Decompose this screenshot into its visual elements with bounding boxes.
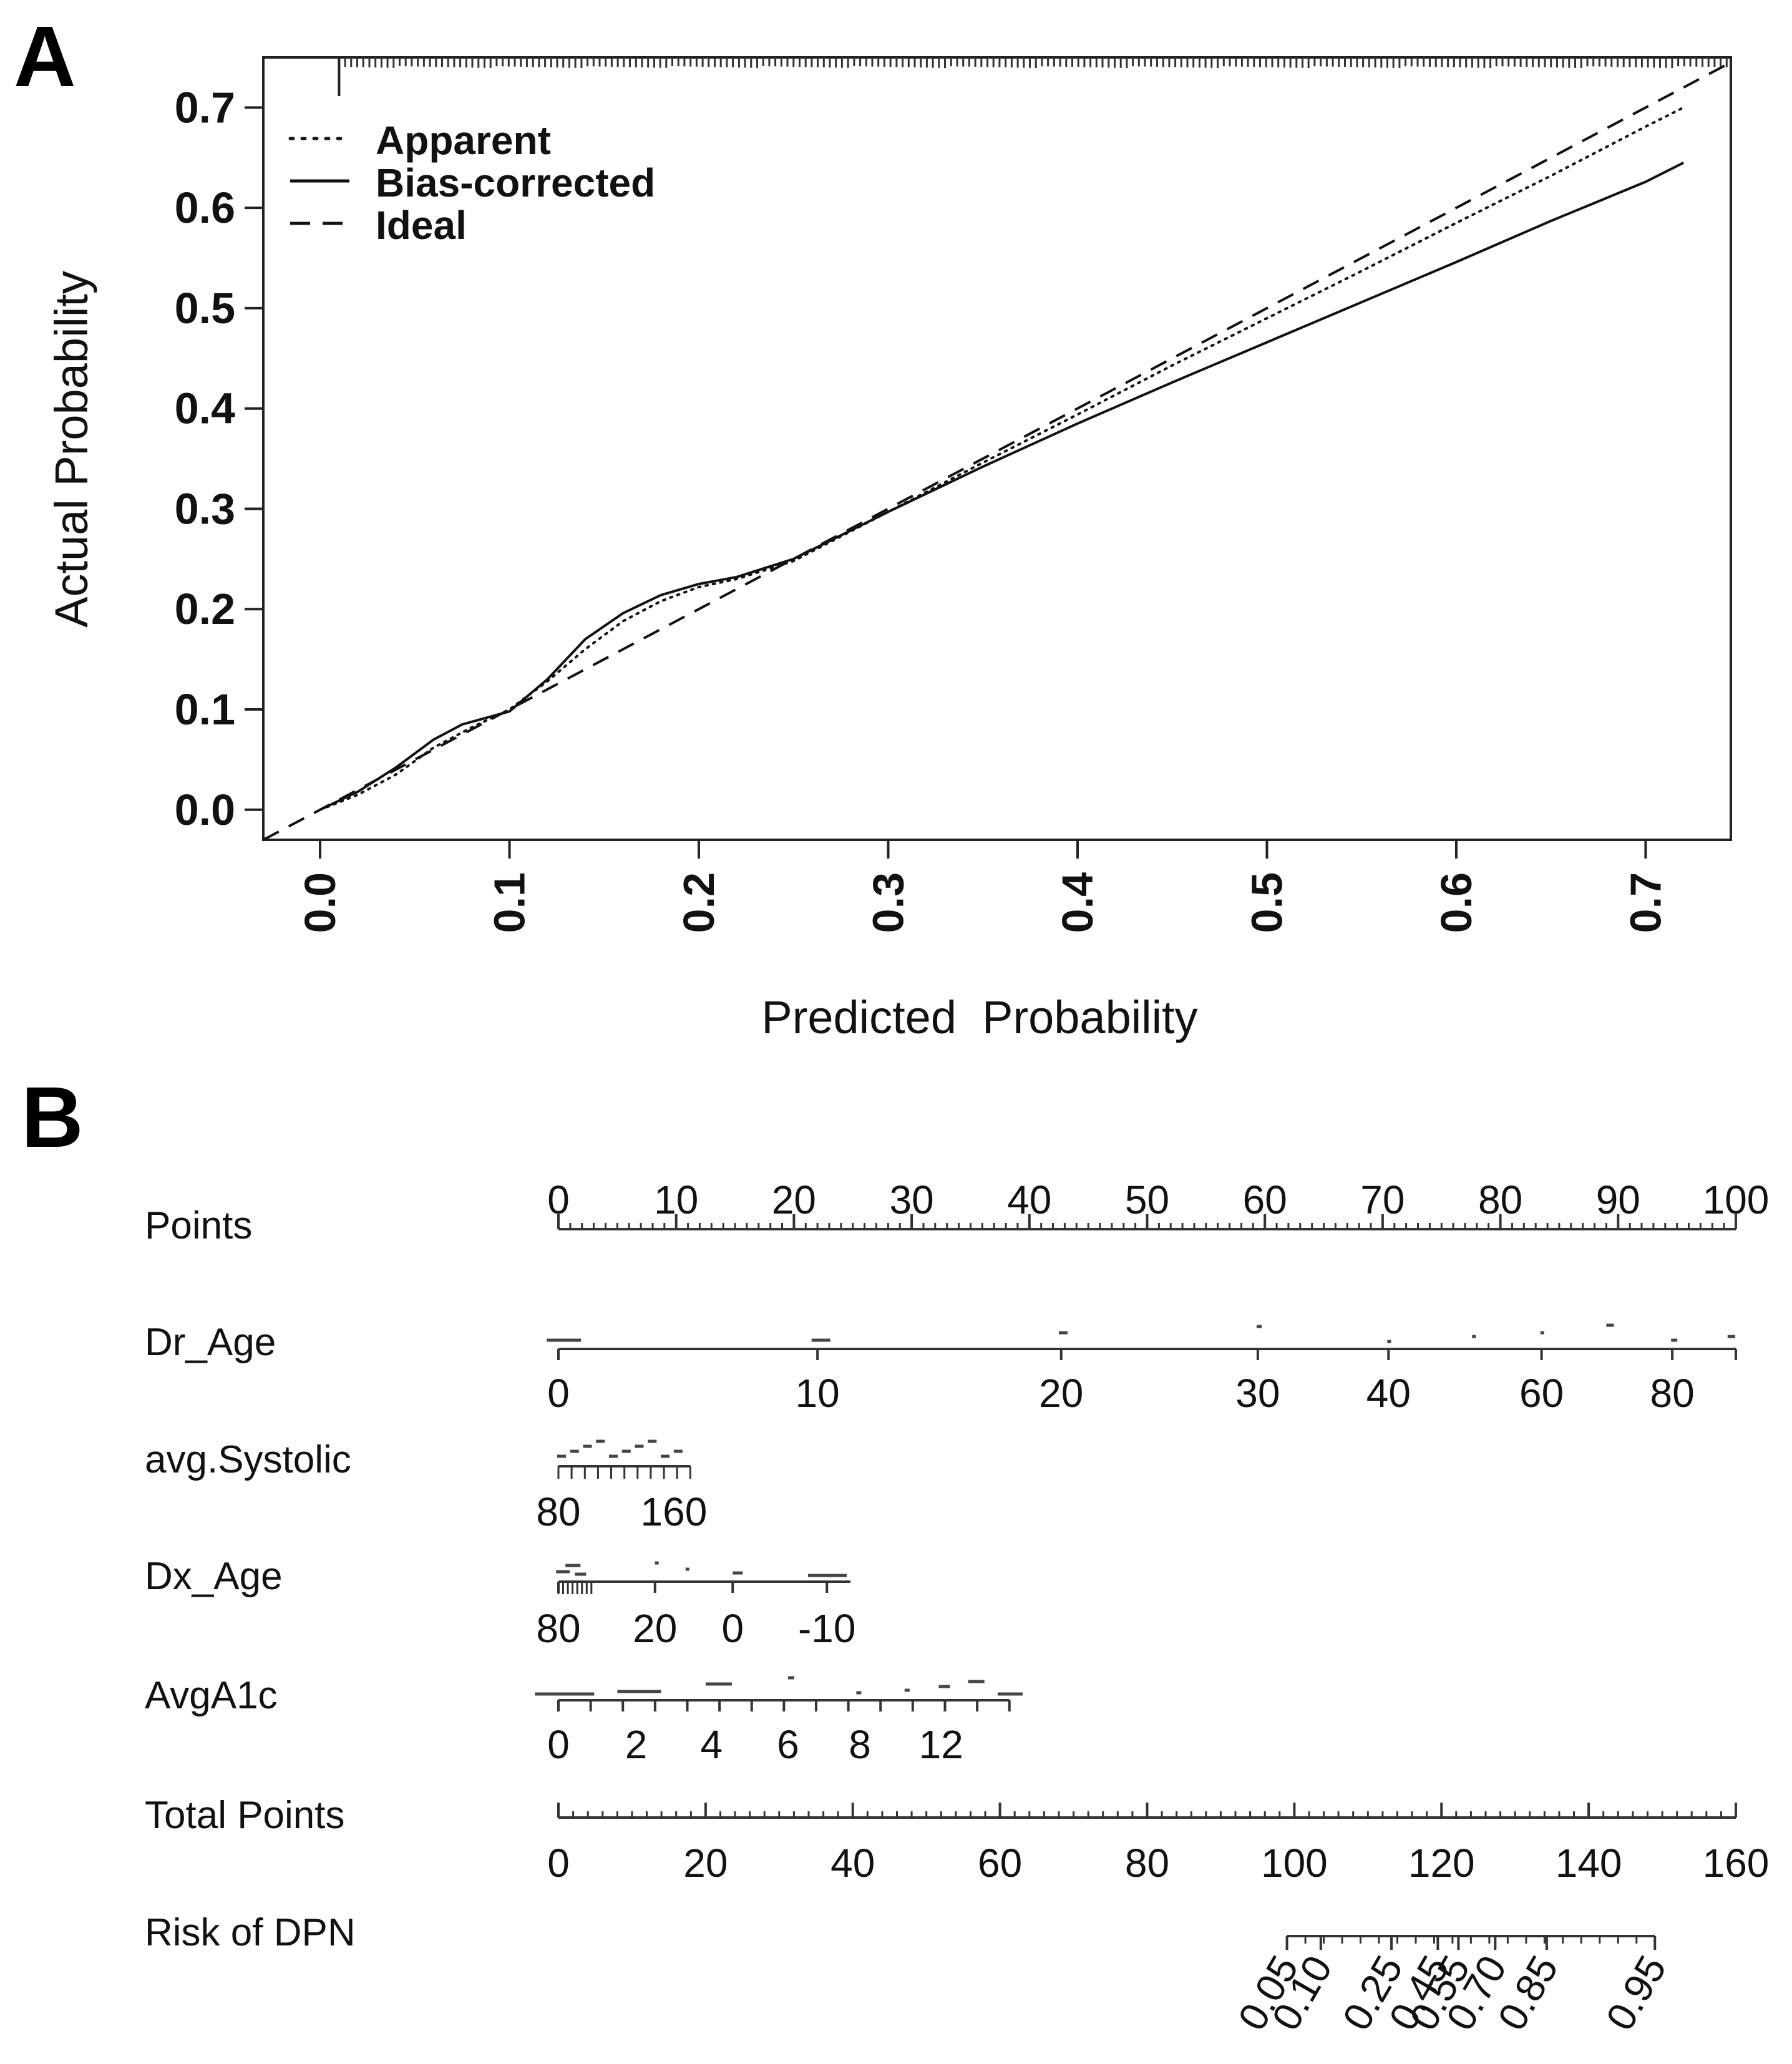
nomogram-tick-label: 30: [1235, 1371, 1280, 1416]
nomogram-tick-label: 80: [1125, 1841, 1169, 1886]
minor-ticks: [557, 1582, 593, 1594]
x-tick-label: 0.1: [485, 872, 534, 933]
risk-minor-ticks: [1286, 1936, 1656, 1944]
nomogram-row-label-total-points: Total Points: [145, 1794, 345, 1837]
legend-label-bias-corrected: Bias-corrected: [376, 160, 655, 205]
y-tick-label: 0.6: [175, 183, 235, 232]
nomogram-tick-label: 70: [1360, 1177, 1405, 1222]
nomogram-row-label-points: Points: [145, 1204, 252, 1247]
nomogram-row-label-avg-systolic: avg.Systolic: [145, 1438, 351, 1481]
nomogram-tick-label: 60: [978, 1841, 1022, 1886]
distribution-marks: [547, 1323, 1735, 1343]
plot-frame: [262, 56, 1732, 841]
distribution-marks: [556, 1561, 847, 1577]
nomogram-tick-label: 60: [1519, 1371, 1564, 1416]
nomogram-tick-label: 100: [1703, 1177, 1770, 1222]
nomogram-tick-label: 20: [683, 1841, 728, 1886]
calibration-lines: [263, 61, 1731, 841]
nomogram-tick-label: 10: [654, 1177, 698, 1222]
calibration-plot: 0.0 0.1 0.2 0.3 0.4 0.5 0.6 0.7 0.0 0.1 0.2 0.3 0.4…: [46, 56, 1732, 1043]
nomogram-tick-label: 60: [1243, 1177, 1287, 1222]
nomogram-tick-label: 40: [1007, 1177, 1051, 1222]
legend-label-ideal: Ideal: [376, 203, 467, 248]
rug-ticks: [338, 57, 1728, 68]
nomogram-row-label-avga-c: AvgA1c: [145, 1674, 278, 1717]
distribution-marks: [535, 1676, 1023, 1696]
x-tick-label: 0.4: [1053, 872, 1102, 933]
distribution-marks: [557, 1439, 683, 1458]
nomogram-tick-label: 160: [1703, 1841, 1770, 1886]
nomogram-tick-label: 50: [1125, 1177, 1169, 1222]
nomogram-tick-label: 20: [1039, 1371, 1083, 1416]
nomogram-tick-label: 10: [796, 1371, 840, 1416]
nomogram-tick-label: -10: [798, 1606, 856, 1651]
nomogram-tick-label: 120: [1408, 1841, 1475, 1886]
x-tick-label: 0.6: [1432, 872, 1481, 933]
y-tick-label: 0.1: [175, 685, 235, 734]
nomogram-tick-label: 0: [721, 1606, 744, 1651]
x-axis: 0.0 0.1 0.2 0.3 0.4 0.5 0.6 0.7: [296, 840, 1670, 933]
y-tick-label: 0.4: [175, 384, 235, 433]
panel-b-label: B: [21, 1069, 84, 1166]
nomogram-tick-label: 100: [1261, 1841, 1328, 1886]
nomogram-tick-label: 2: [625, 1722, 648, 1767]
x-tick-label: 0.2: [674, 872, 723, 933]
x-axis-label: Predicted Probability: [761, 991, 1197, 1043]
nomogram-tick-label: 20: [772, 1177, 816, 1222]
nomogram-row-label-dr-age: Dr_Age: [145, 1321, 276, 1364]
nomogram-tick-label: 80: [536, 1606, 580, 1651]
x-tick-label: 0.7: [1621, 872, 1670, 933]
minor-ticks: [557, 1466, 691, 1479]
y-tick-label: 0.7: [175, 83, 235, 132]
nomogram-tick-label: 40: [1366, 1371, 1411, 1416]
x-tick-label: 0.5: [1242, 872, 1291, 933]
nomogram-row-label-risk-of-dpn: Risk of DPN: [145, 1911, 356, 1954]
legend: Apparent Bias-corrected Ideal: [288, 118, 655, 248]
series-bias-corrected-line: [319, 162, 1685, 811]
y-tick-label: 0.3: [175, 484, 235, 533]
nomogram-tick-label: 6: [777, 1722, 799, 1767]
x-tick-label: 0.0: [296, 872, 344, 933]
nomogram-tick-label: 0: [547, 1371, 570, 1416]
y-axis-label: Actual Probability: [46, 271, 97, 628]
nomogram-tick-label: 4: [701, 1722, 723, 1767]
nomogram-tick-label: 140: [1556, 1841, 1622, 1886]
legend-label-apparent: Apparent: [376, 118, 551, 163]
x-tick-label: 0.3: [864, 872, 912, 933]
nomogram-row-label-dx-age: Dx_Age: [145, 1555, 283, 1598]
nomogram-tick-label: 160: [641, 1489, 708, 1534]
nomogram-tick-label: 0: [547, 1177, 570, 1222]
nomogram-tick-label: 40: [830, 1841, 875, 1886]
y-axis: 0.0 0.1 0.2 0.3 0.4 0.5 0.6 0.7: [175, 83, 263, 834]
prediction-rug: [338, 57, 1728, 96]
nomogram-tick-label: 80: [1478, 1177, 1522, 1222]
nomogram-tick-label: 12: [919, 1722, 963, 1767]
nomogram-tick-label: 0: [547, 1722, 570, 1767]
nomogram-tick-label: 80: [1650, 1371, 1695, 1416]
nomogram-tick-label: 80: [536, 1489, 580, 1534]
nomogram-tick-label: 20: [633, 1606, 677, 1651]
nomogram-tick-label: 90: [1596, 1177, 1640, 1222]
y-tick-label: 0.0: [175, 786, 235, 834]
nomogram-tick-label: 30: [890, 1177, 934, 1222]
nomogram-tick-label: 8: [849, 1722, 871, 1767]
series-apparent-line: [319, 106, 1685, 811]
risk-tick-label: 0.95: [1597, 1948, 1675, 2038]
series-ideal-line: [263, 61, 1731, 841]
y-tick-label: 0.5: [175, 284, 235, 333]
nomogram-tick-label: 0: [547, 1841, 570, 1886]
panel-a-label: A: [14, 9, 76, 105]
y-tick-label: 0.2: [175, 585, 235, 633]
